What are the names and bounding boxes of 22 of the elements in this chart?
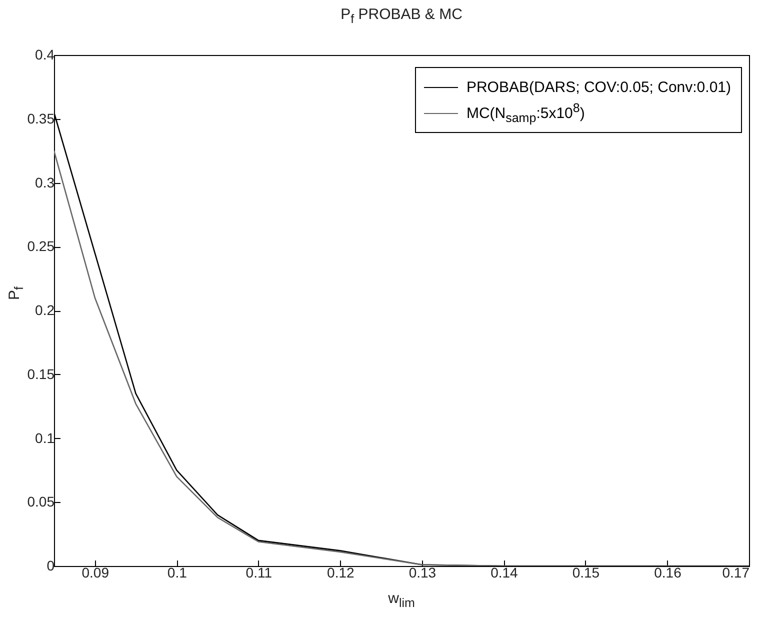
y-tick-label: 0.1 [35,430,55,446]
x-tick-label: 0.17 [722,564,750,580]
y-tick-label: 0.2 [35,302,55,318]
x-tick-label: 0.13 [408,564,436,580]
x-axis-title: w$_{lim}$ [387,590,416,610]
x-tick-label: 0.16 [654,564,682,580]
x-tick-label: 0.15 [572,564,600,580]
y-tick-label: 0 [46,558,55,574]
chart-title: P$_{f}$ PROBAB & MC [340,6,464,26]
legend-label: MC(N$_{samp}$:5x10$^{8}$) [466,101,585,125]
x-tick-label: 0.12 [327,564,355,580]
y-tick-label: 0.25 [27,238,55,254]
y-tick-label: 0.35 [27,110,55,126]
x-tick-label: 0.09 [82,564,110,580]
x-tick-label: 0.11 [246,564,272,580]
y-tick-label: 0.15 [27,366,55,382]
legend-label: PROBAB(DARS; COV:0.05; Conv:0.01) [466,78,731,96]
y-tick-label: 0.4 [35,46,55,62]
x-tick-label: 0.14 [490,564,518,580]
y-tick-label: 0.3 [35,174,55,190]
x-tick-label: 0.1 [167,564,188,580]
y-tick-label: 0.05 [27,494,55,510]
